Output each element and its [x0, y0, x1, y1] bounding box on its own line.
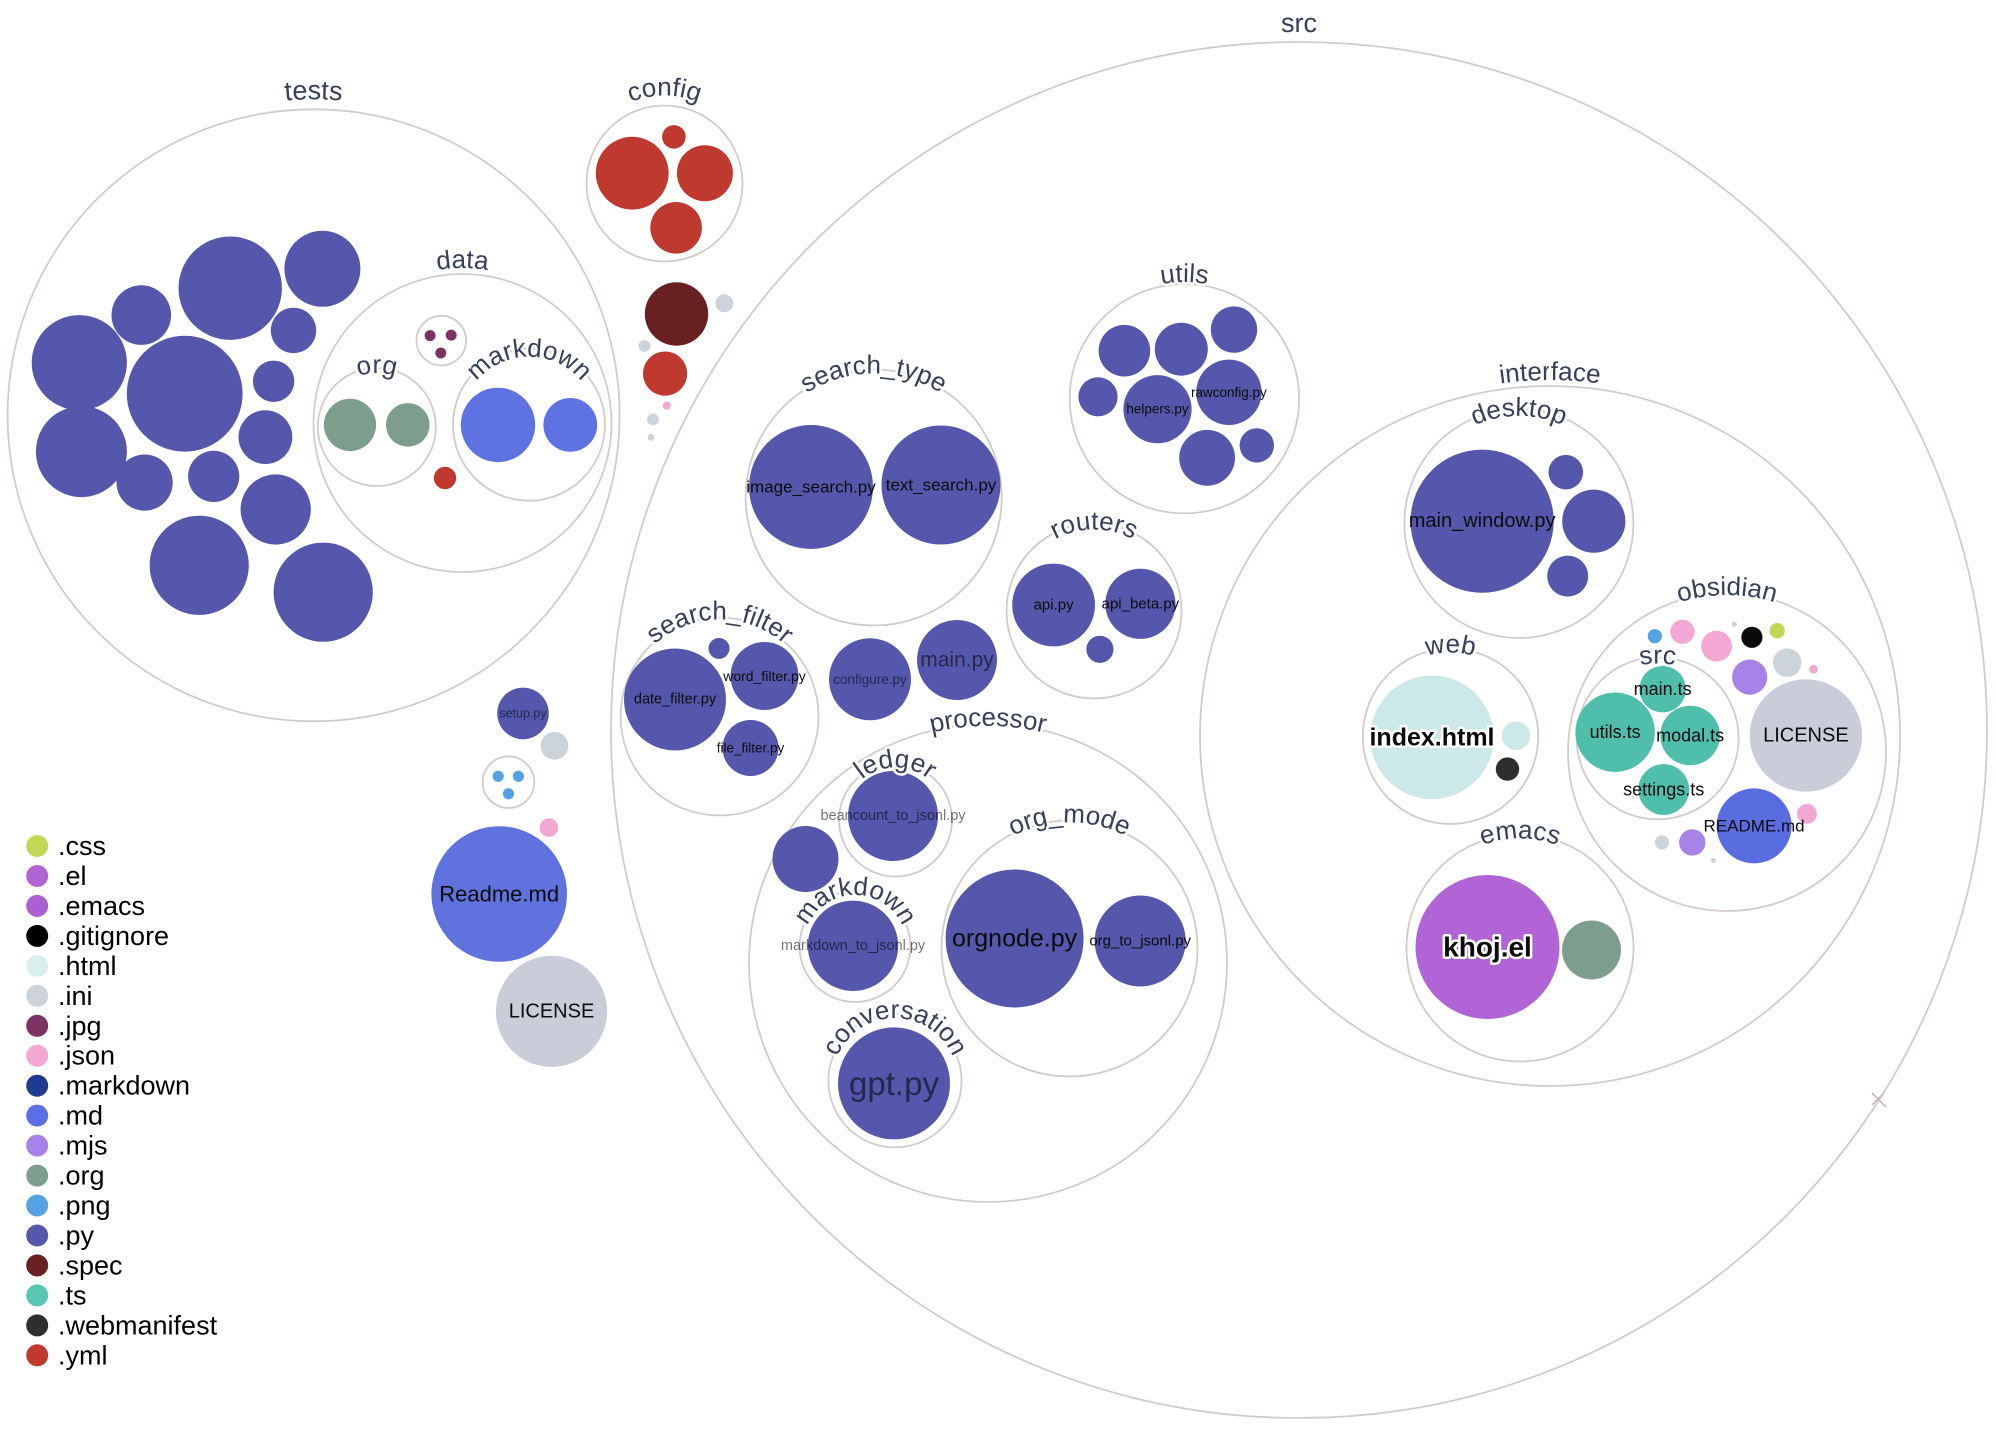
svg-text:text_search.py: text_search.py [886, 476, 997, 495]
svg-text:utils.ts: utils.ts [1590, 722, 1641, 742]
svg-text:api_beta.py: api_beta.py [1102, 595, 1180, 612]
svg-text:.jpg: .jpg [58, 1011, 102, 1041]
svg-text:date_filter.py: date_filter.py [634, 692, 717, 708]
svg-text:markdown_to_jsonl.py: markdown_to_jsonl.py [781, 938, 926, 954]
svg-text:Readme.md: Readme.md [439, 882, 559, 907]
svg-text:gpt.py: gpt.py [849, 1065, 939, 1102]
svg-text:api.py: api.py [1034, 597, 1075, 614]
svg-text:beancount_to_jsonl.py: beancount_to_jsonl.py [820, 808, 966, 824]
svg-text:.css: .css [58, 831, 106, 861]
svg-text:settings.ts: settings.ts [1623, 780, 1704, 800]
svg-text:khoj.el: khoj.el [1443, 932, 1532, 963]
svg-text:.emacs: .emacs [58, 891, 145, 921]
svg-text:LICENSE: LICENSE [1763, 725, 1849, 747]
svg-text:file_filter.py: file_filter.py [717, 741, 785, 756]
svg-text:main.py: main.py [920, 649, 994, 672]
svg-text:image_search.py: image_search.py [746, 478, 876, 497]
svg-text:.markdown: .markdown [58, 1071, 190, 1101]
svg-text:.ts: .ts [58, 1280, 87, 1310]
svg-text:.mjs: .mjs [58, 1131, 108, 1161]
svg-text:web: web [1422, 628, 1479, 661]
svg-text:main_window.py: main_window.py [1409, 510, 1556, 532]
svg-text:LICENSE: LICENSE [509, 1000, 595, 1022]
svg-text:org: org [353, 349, 400, 382]
svg-text:.webmanifest: .webmanifest [58, 1310, 218, 1340]
svg-text:data: data [435, 244, 491, 276]
svg-text:main.ts: main.ts [1634, 679, 1692, 699]
svg-text:.ini: .ini [58, 981, 93, 1011]
svg-text:.org: .org [58, 1161, 105, 1191]
svg-text:rawconfig.py: rawconfig.py [1191, 385, 1267, 400]
svg-text:README.md: README.md [1704, 816, 1805, 835]
svg-text:configure.py: configure.py [833, 672, 907, 687]
svg-text:word_filter.py: word_filter.py [722, 668, 805, 684]
svg-text:src: src [1281, 8, 1318, 38]
svg-text:.html: .html [58, 951, 117, 981]
svg-text:index.html: index.html [1369, 723, 1494, 751]
svg-text:.el: .el [58, 861, 87, 891]
svg-text:org_to_jsonl.py: org_to_jsonl.py [1089, 933, 1191, 950]
svg-text:.yml: .yml [58, 1340, 108, 1370]
svg-text:setup.py: setup.py [499, 706, 547, 720]
svg-text:modal.ts: modal.ts [1656, 726, 1724, 746]
svg-text:src: src [1637, 639, 1678, 671]
svg-text:orgnode.py: orgnode.py [952, 925, 1078, 953]
svg-text:config: config [623, 71, 706, 107]
svg-text:helpers.py: helpers.py [1126, 402, 1189, 417]
svg-text:.json: .json [58, 1041, 115, 1071]
svg-text:.gitignore: .gitignore [58, 921, 169, 951]
svg-text:utils: utils [1158, 258, 1211, 290]
svg-text:.png: .png [58, 1191, 111, 1221]
svg-text:.md: .md [58, 1101, 103, 1131]
svg-text:tests: tests [283, 75, 343, 106]
svg-text:interface: interface [1497, 356, 1602, 389]
svg-text:.spec: .spec [58, 1250, 123, 1280]
svg-text:.py: .py [58, 1221, 95, 1251]
